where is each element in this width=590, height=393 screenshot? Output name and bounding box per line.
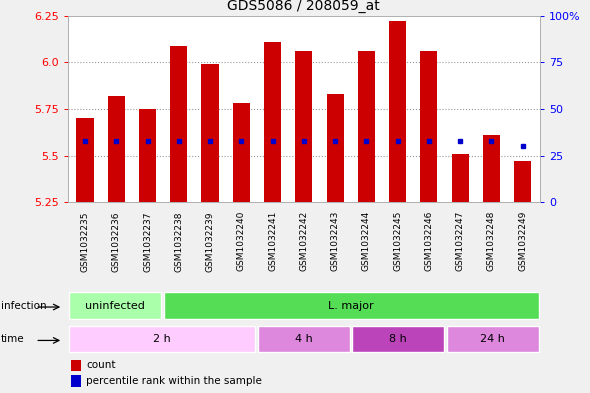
Text: GSM1032243: GSM1032243 <box>330 211 340 272</box>
Text: GSM1032235: GSM1032235 <box>81 211 90 272</box>
Text: uninfected: uninfected <box>85 301 145 310</box>
Text: GSM1032248: GSM1032248 <box>487 211 496 272</box>
Text: GSM1032240: GSM1032240 <box>237 211 246 272</box>
Bar <box>451 154 468 202</box>
Text: time: time <box>1 334 25 344</box>
Text: GSM1032237: GSM1032237 <box>143 211 152 272</box>
Bar <box>352 326 444 352</box>
Bar <box>139 109 156 202</box>
Text: 4 h: 4 h <box>295 334 313 344</box>
Bar <box>514 162 531 202</box>
Bar <box>258 326 350 352</box>
Text: GSM1032247: GSM1032247 <box>455 211 465 272</box>
Bar <box>171 46 188 202</box>
Text: 24 h: 24 h <box>480 334 505 344</box>
Bar <box>232 103 250 202</box>
Text: GSM1032249: GSM1032249 <box>518 211 527 272</box>
Bar <box>163 292 539 319</box>
Text: GSM1032242: GSM1032242 <box>299 211 309 272</box>
Bar <box>420 51 437 202</box>
Bar <box>389 21 407 202</box>
Text: GSM1032241: GSM1032241 <box>268 211 277 272</box>
Text: GSM1032246: GSM1032246 <box>424 211 434 272</box>
Bar <box>69 326 255 352</box>
Text: count: count <box>86 360 116 371</box>
Bar <box>447 326 539 352</box>
Text: GSM1032238: GSM1032238 <box>174 211 183 272</box>
Bar <box>108 96 125 202</box>
Bar <box>201 64 219 202</box>
Text: GSM1032244: GSM1032244 <box>362 211 371 272</box>
Text: GSM1032245: GSM1032245 <box>393 211 402 272</box>
Text: 8 h: 8 h <box>389 334 407 344</box>
Text: L. major: L. major <box>328 301 374 310</box>
Text: GSM1032239: GSM1032239 <box>205 211 215 272</box>
Bar <box>358 51 375 202</box>
Text: infection: infection <box>1 301 47 310</box>
Bar <box>326 94 344 202</box>
Bar <box>483 135 500 202</box>
Text: percentile rank within the sample: percentile rank within the sample <box>86 376 262 386</box>
Text: GSM1032236: GSM1032236 <box>112 211 121 272</box>
Bar <box>69 292 161 319</box>
Bar <box>295 51 313 202</box>
Title: GDS5086 / 208059_at: GDS5086 / 208059_at <box>228 0 380 13</box>
Bar <box>77 118 94 202</box>
Bar <box>264 42 281 202</box>
Text: 2 h: 2 h <box>153 334 171 344</box>
